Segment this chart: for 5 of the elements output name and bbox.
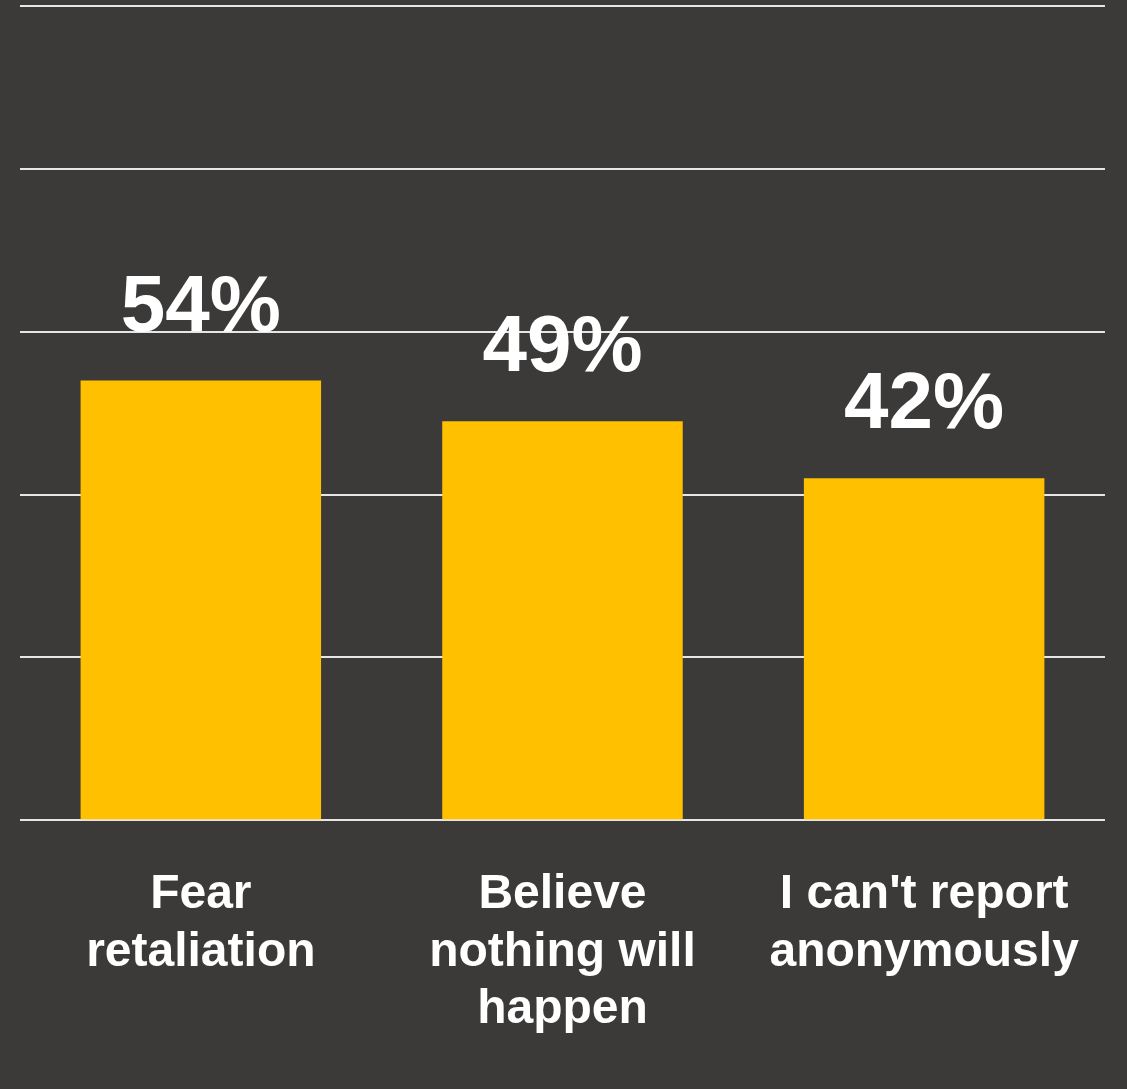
x-tick-label: Fear retaliation: [86, 865, 316, 976]
data-label: 42%: [844, 356, 1005, 446]
x-tick-label: I can't report anonymously: [769, 865, 1080, 976]
x-tick-label: Believe nothing will happen: [429, 865, 696, 1034]
data-label: 54%: [120, 258, 281, 348]
